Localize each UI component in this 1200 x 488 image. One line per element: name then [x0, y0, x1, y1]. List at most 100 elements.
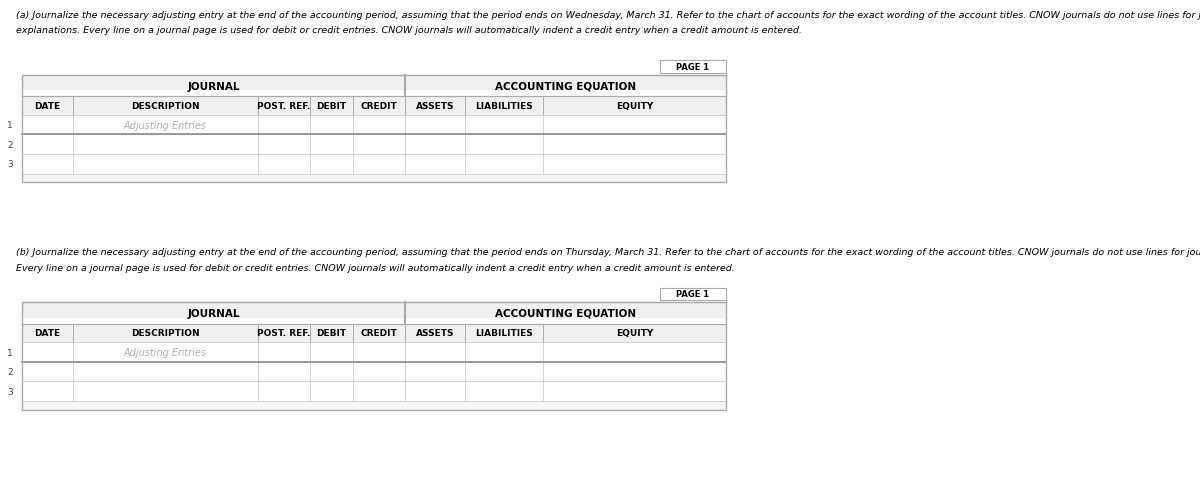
Bar — [22, 303, 406, 324]
Bar — [258, 97, 311, 116]
Bar — [22, 91, 726, 97]
Text: ASSETS: ASSETS — [416, 329, 455, 338]
Text: 3: 3 — [7, 160, 13, 169]
Bar — [466, 382, 542, 401]
Bar — [466, 343, 542, 362]
Text: 3: 3 — [7, 387, 13, 396]
Bar — [466, 362, 542, 382]
Bar — [73, 116, 258, 135]
Text: PAGE 1: PAGE 1 — [677, 63, 709, 72]
Text: POST. REF.: POST. REF. — [257, 329, 311, 338]
Text: 2: 2 — [7, 367, 13, 376]
Text: CREDIT: CREDIT — [361, 102, 397, 111]
Bar — [406, 135, 466, 155]
Text: Adjusting Entries: Adjusting Entries — [124, 121, 206, 130]
Bar — [353, 382, 406, 401]
Bar — [406, 303, 726, 324]
Text: (a) Journalize the necessary adjusting entry at the end of the accounting period: (a) Journalize the necessary adjusting e… — [16, 11, 1200, 20]
Bar — [22, 174, 726, 183]
Bar — [73, 343, 258, 362]
Text: LIABILITIES: LIABILITIES — [475, 102, 533, 111]
Bar — [22, 76, 406, 97]
Text: ASSETS: ASSETS — [416, 102, 455, 111]
Bar — [258, 382, 311, 401]
Bar — [406, 76, 726, 97]
Bar — [73, 382, 258, 401]
Text: 1: 1 — [7, 121, 13, 130]
Bar — [311, 116, 353, 135]
Bar — [22, 401, 726, 410]
Bar — [22, 382, 73, 401]
Bar — [258, 343, 311, 362]
Bar — [542, 135, 726, 155]
Bar — [466, 324, 542, 343]
Bar — [406, 97, 466, 116]
Text: POST. REF.: POST. REF. — [257, 102, 311, 111]
Text: explanations. Every line on a journal page is used for debit or credit entries. : explanations. Every line on a journal pa… — [16, 26, 802, 35]
Bar — [258, 362, 311, 382]
Bar — [406, 362, 466, 382]
Bar — [22, 362, 73, 382]
Bar — [353, 116, 406, 135]
Bar — [406, 116, 466, 135]
Bar — [542, 116, 726, 135]
Bar — [353, 135, 406, 155]
Bar — [311, 97, 353, 116]
Bar — [73, 155, 258, 174]
Bar — [542, 382, 726, 401]
Bar — [542, 97, 726, 116]
Text: Adjusting Entries: Adjusting Entries — [124, 347, 206, 357]
Text: CREDIT: CREDIT — [361, 329, 397, 338]
Text: PAGE 1: PAGE 1 — [677, 290, 709, 299]
Bar — [258, 135, 311, 155]
Bar — [22, 155, 73, 174]
Bar — [311, 155, 353, 174]
Bar — [466, 135, 542, 155]
Bar — [353, 155, 406, 174]
Bar — [353, 362, 406, 382]
Text: JOURNAL: JOURNAL — [187, 81, 240, 91]
Bar — [73, 362, 258, 382]
Bar — [22, 318, 726, 324]
Text: Every line on a journal page is used for debit or credit entries. CNOW journals : Every line on a journal page is used for… — [16, 264, 734, 272]
Bar — [258, 116, 311, 135]
Bar — [258, 324, 311, 343]
Bar — [466, 155, 542, 174]
Bar — [542, 343, 726, 362]
Text: 2: 2 — [7, 141, 13, 149]
Bar — [406, 343, 466, 362]
Bar — [353, 343, 406, 362]
Bar — [311, 362, 353, 382]
Bar — [542, 324, 726, 343]
Bar — [353, 97, 406, 116]
Bar — [542, 362, 726, 382]
Text: DEBIT: DEBIT — [317, 329, 347, 338]
Bar — [353, 324, 406, 343]
Bar — [22, 303, 726, 410]
Bar — [311, 343, 353, 362]
Bar — [22, 135, 73, 155]
Text: DEBIT: DEBIT — [317, 102, 347, 111]
Text: 1: 1 — [7, 348, 13, 357]
Bar — [311, 324, 353, 343]
Bar — [660, 61, 726, 74]
Bar — [73, 135, 258, 155]
Bar — [406, 324, 466, 343]
Text: LIABILITIES: LIABILITIES — [475, 329, 533, 338]
Text: ACCOUNTING EQUATION: ACCOUNTING EQUATION — [496, 308, 636, 318]
Bar — [22, 97, 73, 116]
Text: (b) Journalize the necessary adjusting entry at the end of the accounting period: (b) Journalize the necessary adjusting e… — [16, 248, 1200, 257]
Bar — [73, 324, 258, 343]
Text: EQUITY: EQUITY — [616, 329, 653, 338]
Bar — [22, 76, 726, 183]
Bar — [466, 97, 542, 116]
Text: EQUITY: EQUITY — [616, 102, 653, 111]
Text: ACCOUNTING EQUATION: ACCOUNTING EQUATION — [496, 81, 636, 91]
Bar — [466, 116, 542, 135]
Bar — [660, 288, 726, 301]
Text: DESCRIPTION: DESCRIPTION — [131, 102, 199, 111]
Bar — [73, 97, 258, 116]
Text: JOURNAL: JOURNAL — [187, 308, 240, 318]
Bar — [22, 116, 73, 135]
Text: DATE: DATE — [35, 329, 60, 338]
